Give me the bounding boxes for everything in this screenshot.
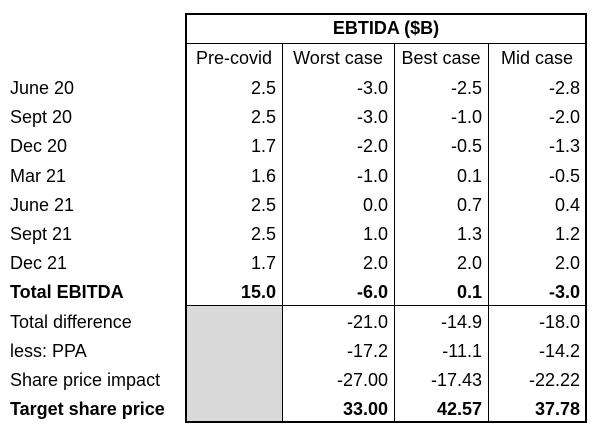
table-cell: 0.4	[554, 195, 580, 215]
table-cell: -18.0	[538, 312, 580, 332]
table-cell: -0.5	[548, 166, 580, 186]
border-right	[585, 13, 587, 423]
table-cell: -21.0	[346, 312, 388, 332]
table-cell: -0.5	[450, 136, 482, 156]
row-label: less: PPA	[10, 341, 87, 361]
title-divider	[185, 43, 587, 44]
row-label: June 21	[10, 195, 75, 215]
table-cell: 33.00	[342, 399, 388, 419]
table-cell: 0.1	[456, 166, 482, 186]
table-cell: 1.6	[250, 166, 276, 186]
border-bottom	[185, 421, 587, 423]
table-cell: 2.5	[250, 195, 276, 215]
column-divider	[282, 43, 283, 423]
row-label: Dec 21	[10, 253, 68, 273]
row-label: Total difference	[10, 312, 132, 332]
shaded-empty-cells	[186, 305, 282, 422]
row-label: Sept 21	[10, 224, 73, 244]
row-label: Target share price	[10, 399, 165, 419]
table-cell: 1.0	[362, 224, 388, 244]
column-header-pre-covid: Pre-covid	[195, 48, 273, 68]
table-cell: -11.1	[442, 341, 482, 361]
column-header-mid-case: Mid case	[500, 48, 574, 68]
table-cell: -1.3	[548, 136, 580, 156]
column-header-worst-case: Worst case	[293, 48, 383, 68]
table-cell: 2.5	[250, 78, 276, 98]
table-cell: -1.0	[450, 107, 482, 127]
column-header-best-case: Best case	[401, 48, 481, 68]
table-cell: -3.0	[356, 107, 388, 127]
row-label: Mar 21	[10, 166, 67, 186]
table-cell: 1.7	[250, 253, 276, 273]
column-divider	[394, 43, 395, 423]
row-label: Share price impact	[10, 370, 161, 390]
table-cell: 0.0	[362, 195, 388, 215]
row-label: Dec 20	[10, 136, 68, 156]
column-divider	[488, 43, 489, 423]
table-cell: 42.57	[436, 399, 482, 419]
table-cell: 1.7	[250, 136, 276, 156]
table-cell: 0.1	[456, 282, 482, 302]
border-top	[185, 13, 587, 15]
table-cell: 2.0	[554, 253, 580, 273]
table-cell: -17.2	[346, 341, 388, 361]
table-cell: 0.7	[456, 195, 482, 215]
table-title: EBTIDA ($B)	[332, 18, 440, 38]
table-cell: 1.3	[456, 224, 482, 244]
table-cell: -2.0	[356, 136, 388, 156]
table-cell: -14.9	[440, 312, 482, 332]
table-cell: 1.2	[554, 224, 580, 244]
table-cell: -14.2	[538, 341, 580, 361]
table-cell: 37.78	[534, 399, 580, 419]
table-cell: -3.0	[548, 282, 580, 302]
row-label: June 20	[10, 78, 75, 98]
table-cell: 2.5	[250, 107, 276, 127]
row-label: Total EBITDA	[10, 282, 124, 302]
table-cell: 2.5	[250, 224, 276, 244]
table-cell: -1.0	[356, 166, 388, 186]
table-cell: -17.43	[430, 370, 482, 390]
table-cell: 2.0	[362, 253, 388, 273]
table-cell: -2.0	[548, 107, 580, 127]
table-cell: 15.0	[240, 282, 276, 302]
table-cell: -22.22	[528, 370, 580, 390]
row-label: Sept 20	[10, 107, 73, 127]
table-cell: -2.8	[548, 78, 580, 98]
border-left	[185, 13, 187, 423]
total-divider	[185, 305, 587, 306]
table-cell: -6.0	[356, 282, 388, 302]
table-cell: -2.5	[450, 78, 482, 98]
table-cell: -27.00	[336, 370, 388, 390]
table-cell: -3.0	[356, 78, 388, 98]
table-cell: 2.0	[456, 253, 482, 273]
